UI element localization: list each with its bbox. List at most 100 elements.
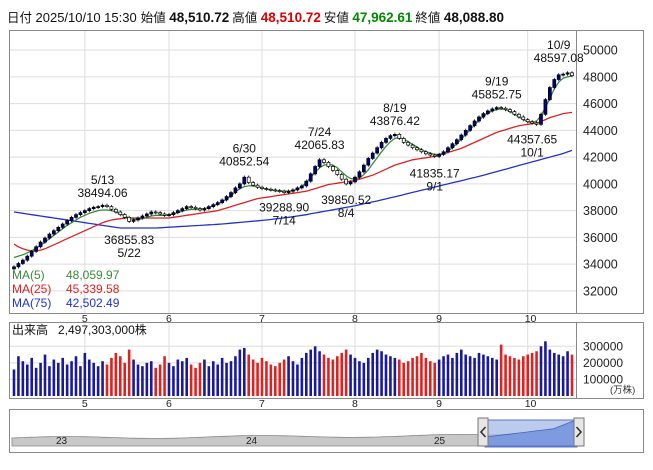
candle-body: [295, 187, 300, 191]
candle-body: [251, 182, 255, 186]
candle-body: [397, 134, 402, 139]
volume-bar: [110, 357, 113, 396]
candle-body: [229, 192, 233, 197]
candle-body: [339, 174, 344, 180]
volume-bar: [406, 361, 410, 396]
volume-bar: [566, 351, 569, 396]
volume-bar: [141, 366, 144, 396]
ma75-legend-value: 42,502.49: [66, 296, 120, 310]
ma75-line: [13, 149, 573, 229]
volume-bar: [508, 356, 512, 396]
volume-bar: [265, 361, 268, 396]
volume-bar: [30, 357, 34, 396]
candle-body: [477, 116, 481, 122]
navigator-left-handle[interactable]: [477, 417, 489, 447]
volume-bar: [473, 357, 476, 396]
volume-bar: [216, 364, 220, 396]
candle-body: [384, 138, 388, 143]
volume-bar: [411, 357, 414, 396]
navigator-label-25: 25: [434, 436, 446, 447]
candle-body: [525, 119, 530, 122]
candle-body: [437, 154, 441, 157]
volume-bar: [56, 362, 60, 396]
candle-body: [455, 139, 459, 145]
candle-body: [78, 212, 83, 216]
volume-bar: [92, 362, 96, 396]
candle-body: [432, 154, 437, 157]
price-tick-label: 36000: [583, 231, 618, 245]
ma5-legend-value: 48,059.97: [66, 268, 120, 282]
volume-bar: [490, 357, 494, 396]
candle-body: [565, 72, 570, 75]
candle-body: [353, 176, 357, 183]
volume-bar: [83, 352, 87, 396]
candle-body: [468, 125, 472, 131]
candle-body: [388, 135, 393, 139]
volume-bar: [234, 356, 237, 396]
volume-bar: [318, 351, 321, 396]
volume-bar: [132, 359, 135, 396]
candle-body: [331, 166, 335, 171]
annotation-value: 45852.75: [472, 88, 522, 102]
volume-bar: [327, 357, 330, 396]
candle-body: [503, 107, 508, 110]
candle-body: [12, 266, 16, 270]
candle-body: [517, 113, 521, 118]
volume-bar: [172, 366, 175, 396]
volume-bar: [149, 361, 153, 396]
volume-bar: [349, 354, 352, 396]
price-axis-frame: [576, 30, 644, 314]
candle-body: [441, 151, 446, 155]
volume-bar: [335, 356, 339, 396]
volume-bar: [158, 364, 162, 396]
candle-body: [16, 263, 21, 268]
candle-body: [118, 211, 123, 216]
price-tick-label: 40000: [583, 177, 618, 191]
price-panel-frame: [9, 30, 577, 314]
volume-bar: [521, 356, 525, 396]
volume-bar: [21, 361, 25, 396]
volume-bar: [87, 359, 91, 396]
candle-body: [100, 204, 105, 207]
candle-body: [366, 158, 371, 166]
range-navigator[interactable]: 23 24 25: [11, 417, 585, 448]
volume-axis-ticks: 100000 200000 300000: [583, 339, 623, 386]
volume-bar: [74, 356, 78, 396]
candle-body: [512, 111, 517, 115]
candle-body: [260, 186, 264, 189]
price-annotation: 41835.179/1: [410, 166, 460, 193]
volume-bar: [180, 361, 184, 396]
candle-body: [158, 212, 162, 215]
volume-bar: [238, 349, 242, 396]
volume-bar: [17, 356, 20, 396]
candle-body: [255, 184, 260, 188]
candle-body: [21, 259, 25, 264]
volume-bar: [499, 344, 503, 396]
volume-bar: [198, 362, 202, 396]
volume-bar: [535, 351, 538, 396]
volume-bar: [428, 361, 432, 396]
candle-body: [109, 206, 114, 210]
volume-bar: [513, 357, 516, 396]
high-value: 48,510.72: [260, 10, 321, 25]
annotation-date: 10/9: [547, 38, 571, 52]
candle-body: [238, 183, 242, 189]
volume-bar: [291, 361, 295, 396]
candle-body: [486, 110, 490, 114]
candle-body: [47, 233, 52, 239]
month-tick-label: 10: [525, 313, 537, 325]
annotation-date: 9/19: [485, 75, 509, 89]
month-tick-label: 6: [166, 313, 172, 325]
candle-body: [521, 116, 526, 120]
volume-bar: [65, 364, 69, 396]
candle-body: [180, 208, 185, 211]
date-label: 日付: [7, 11, 33, 25]
navigator-right-handle[interactable]: [573, 417, 585, 447]
volume-bar: [331, 359, 335, 396]
candle-body: [472, 120, 477, 127]
volume-bar: [313, 346, 317, 396]
